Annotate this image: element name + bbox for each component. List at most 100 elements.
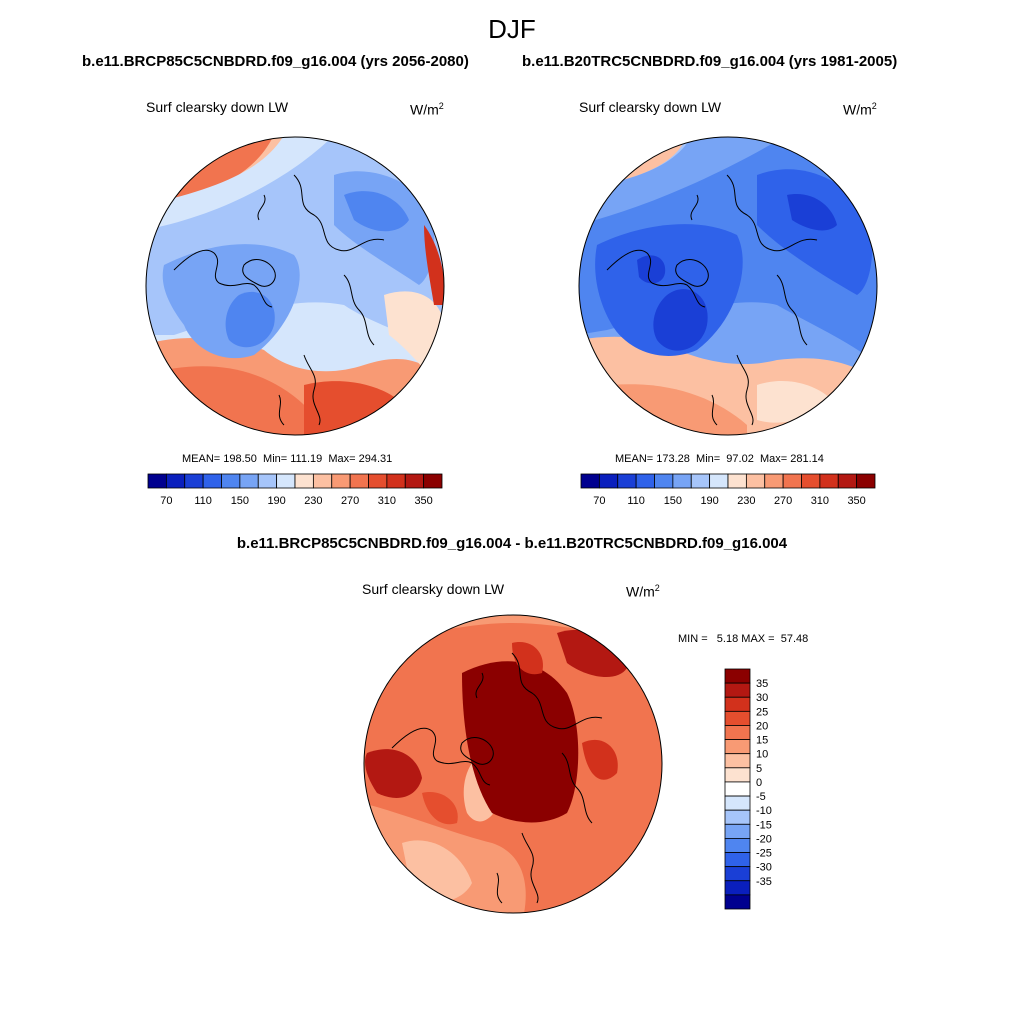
colorbar-panel1-swatches (147, 473, 443, 489)
colorbar-difference-swatches (724, 668, 751, 910)
panel1-min: Min= 111.19 (263, 453, 323, 465)
colorbar-tick-label: 30 (756, 692, 768, 704)
colorbar-swatch (727, 473, 747, 489)
colorbar-tick-label: 5 (756, 763, 762, 775)
colorbar-panel2-ticks: 70 110 150 190 230 270 310 350 (593, 495, 866, 507)
colorbar-tick-label: 35 (756, 678, 768, 690)
colorbar-swatch (672, 473, 692, 489)
colorbar-swatch (312, 473, 333, 489)
colorbar-swatch (294, 473, 314, 489)
colorbar-swatch (724, 739, 751, 755)
colorbar-swatch (386, 473, 406, 489)
colorbar-swatch (276, 473, 296, 489)
colorbar-tick-label: 350 (414, 495, 432, 507)
colorbar-swatch (635, 473, 655, 489)
colorbar-swatch (654, 473, 674, 489)
colorbar-tick-label: 110 (627, 495, 645, 507)
colorbar-swatch (724, 795, 751, 811)
colorbar-swatch (724, 781, 751, 797)
colorbar-tick-label: -5 (756, 791, 766, 803)
colorbar-swatch (690, 473, 711, 489)
case2-title: b.e11.B20TRC5CNBDRD.f09_g16.004 (yrs 198… (522, 53, 898, 70)
case1-title: b.e11.BRCP85C5CNBDRD.f09_g16.004 (yrs 20… (82, 53, 469, 70)
panel1-stats: MEAN= 198.50 Min= 111.19 Max= 294.31 (182, 453, 392, 465)
polar-map-1981-2005 (578, 136, 878, 436)
panel1-variable-label: Surf clearsky down LW (146, 99, 289, 115)
colorbar-tick-label: -10 (756, 805, 772, 817)
colorbar-swatch (819, 473, 839, 489)
panel3-variable-label: Surf clearsky down LW (362, 581, 505, 597)
colorbar-panel2: 70 110 150 190 230 270 310 350 (580, 473, 876, 507)
panel2-mean: MEAN= 173.28 (615, 453, 690, 465)
colorbar-swatch (257, 473, 278, 489)
polar-map-difference (363, 614, 663, 914)
colorbar-tick-label: 310 (378, 495, 396, 507)
panel3-minmax: MIN = 5.18 MAX = 57.48 (678, 633, 809, 645)
colorbar-panel1-ticks: 70 110 150 190 230 270 310 350 (160, 495, 433, 507)
colorbar-tick-label: 270 (774, 495, 792, 507)
colorbar-swatch (202, 473, 222, 489)
colorbar-tick-label: 310 (811, 495, 829, 507)
colorbar-swatch (724, 725, 751, 740)
panel1-units: W/m2 (410, 101, 444, 118)
colorbar-swatch (580, 473, 600, 489)
colorbar-swatch (165, 473, 186, 489)
colorbar-tick-label: 25 (756, 706, 768, 718)
panel2-variable-label: Surf clearsky down LW (579, 99, 722, 115)
colorbar-difference-ticks: 35 30 25 20 15 10 5 0 -5 -10 -15 -20 -25 -30 -35 (756, 678, 772, 888)
colorbar-swatch (368, 473, 388, 489)
colorbar-swatch (724, 668, 751, 684)
panel2-min: Min= 97.02 (696, 453, 754, 465)
colorbar-swatch (724, 866, 751, 882)
colorbar-swatch (837, 473, 858, 489)
colorbar-swatch (724, 838, 751, 853)
colorbar-swatch (221, 473, 241, 489)
colorbar-swatch (617, 473, 637, 489)
colorbar-swatch (239, 473, 259, 489)
season-title: DJF (488, 14, 536, 44)
panel3-units: W/m2 (626, 583, 660, 600)
colorbar-tick-label: -15 (756, 819, 772, 831)
colorbar-tick-label: 70 (160, 495, 172, 507)
colorbar-swatch (724, 823, 751, 839)
colorbar-swatch (724, 753, 751, 769)
colorbar-swatch (423, 473, 443, 489)
colorbar-tick-label: 230 (304, 495, 322, 507)
colorbar-tick-label: -25 (756, 848, 772, 860)
colorbar-difference: 35 30 25 20 15 10 5 0 -5 -10 -15 -20 -25 -30 -35 (724, 668, 772, 910)
colorbar-swatch (349, 473, 369, 489)
colorbar-tick-label: 230 (737, 495, 755, 507)
colorbar-swatch (724, 767, 751, 783)
colorbar-swatch (724, 710, 751, 726)
colorbar-tick-label: 150 (231, 495, 249, 507)
colorbar-swatch (764, 473, 784, 489)
colorbar-tick-label: 0 (756, 777, 762, 789)
colorbar-swatch (856, 473, 876, 489)
colorbar-swatch (709, 473, 729, 489)
colorbar-swatch (724, 894, 751, 910)
colorbar-tick-label: 350 (847, 495, 865, 507)
colorbar-tick-label: 150 (664, 495, 682, 507)
colorbar-swatch (147, 473, 167, 489)
colorbar-swatch (745, 473, 766, 489)
colorbar-tick-label: 190 (700, 495, 718, 507)
colorbar-tick-label: 10 (756, 749, 768, 761)
colorbar-swatch (801, 473, 821, 489)
colorbar-tick-label: -30 (756, 862, 772, 874)
colorbar-swatch (184, 473, 204, 489)
colorbar-tick-label: 110 (194, 495, 212, 507)
colorbar-panel2-swatches (580, 473, 876, 489)
colorbar-swatch (331, 473, 351, 489)
panel2-max: Max= 281.14 (759, 453, 824, 465)
polar-map-2056-2080 (145, 136, 445, 436)
panel1-max: Max= 294.31 (328, 453, 393, 465)
colorbar-swatch (598, 473, 619, 489)
colorbar-swatch (404, 473, 425, 489)
colorbar-swatch (724, 682, 751, 698)
panel2-units: W/m2 (843, 101, 877, 118)
colorbar-tick-label: 20 (756, 720, 768, 732)
colorbar-tick-label: -35 (756, 876, 772, 888)
colorbar-swatch (724, 809, 751, 825)
colorbar-swatch (724, 852, 751, 868)
colorbar-swatch (724, 696, 751, 712)
